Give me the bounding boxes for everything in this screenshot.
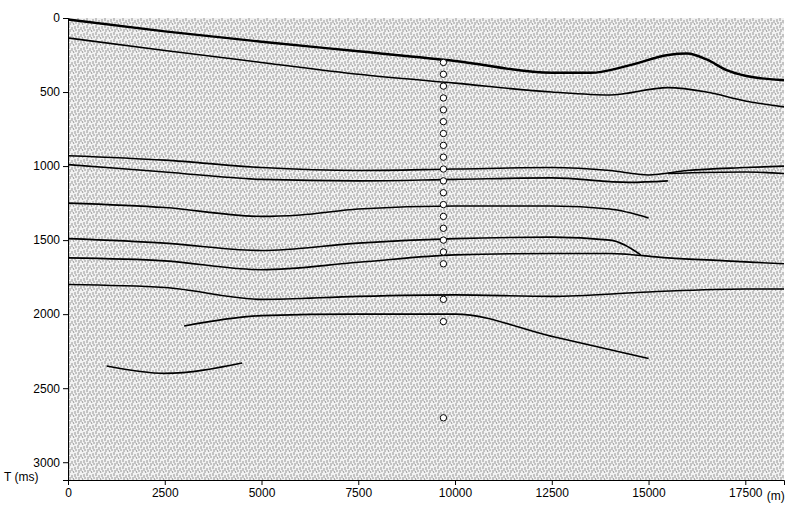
- x-tick: 2500: [152, 480, 179, 500]
- marker: [440, 201, 446, 207]
- marker: [440, 318, 446, 324]
- marker: [440, 166, 446, 172]
- y-tick: 1000: [33, 159, 68, 173]
- y-axis-title: T (ms): [4, 470, 38, 484]
- marker: [440, 154, 446, 160]
- x-tick: 17500: [729, 480, 763, 500]
- x-tick-mark: [552, 480, 553, 485]
- y-tick: 2500: [33, 382, 68, 396]
- marker: [440, 296, 446, 302]
- marker: [440, 107, 446, 113]
- marker: [440, 249, 446, 255]
- x-tick: 5000: [249, 480, 276, 500]
- y-tick: 0: [53, 11, 68, 25]
- y-tick-label: 500: [40, 85, 60, 99]
- marker: [440, 130, 446, 136]
- y-tick-label: 2500: [33, 382, 60, 396]
- reflector: [68, 165, 668, 183]
- x-tick-label: 17500: [729, 486, 763, 500]
- reflector: [184, 314, 648, 358]
- x-tick-mark: [649, 480, 650, 485]
- y-tick-mark: [63, 388, 68, 389]
- x-tick-mark: [745, 480, 746, 485]
- y-axis-line: [63, 19, 69, 481]
- x-tick-label: 2500: [152, 486, 179, 500]
- marker: [440, 95, 446, 101]
- x-tick-label: 10000: [439, 486, 473, 500]
- y-tick-label: 3000: [33, 456, 60, 470]
- x-tick: 10000: [439, 480, 473, 500]
- y-tick: 500: [40, 85, 68, 99]
- y-tick: 2000: [33, 307, 68, 321]
- x-tick: 7500: [345, 480, 372, 500]
- y-tick-label: 2000: [33, 307, 60, 321]
- marker: [440, 83, 446, 89]
- x-tick-mark: [262, 480, 263, 485]
- y-tick-label: 1500: [33, 233, 60, 247]
- chart: 0 2500 5000 7500 10000 12500 15000 17500 0 500 100…: [0, 0, 790, 513]
- reflector: [68, 285, 784, 300]
- reflector: [68, 19, 784, 80]
- reflector: [668, 172, 784, 173]
- x-axis-title: (m): [767, 489, 785, 503]
- marker: [440, 178, 446, 184]
- x-tick-label: 5000: [249, 486, 276, 500]
- reflector: [68, 253, 784, 269]
- y-tick-label: 0: [53, 11, 60, 25]
- marker: [440, 190, 446, 196]
- marker: [440, 415, 446, 421]
- y-tick-mark: [63, 92, 68, 93]
- marker: [440, 71, 446, 77]
- y-tick: 3000: [33, 456, 68, 470]
- marker: [440, 142, 446, 148]
- reflector: [68, 237, 641, 255]
- y-tick-mark: [63, 18, 68, 19]
- reflector: [68, 38, 784, 107]
- marker: [440, 237, 446, 243]
- x-tick: 15000: [632, 480, 666, 500]
- marker: [440, 59, 446, 65]
- marker: [440, 213, 446, 219]
- y-tick-mark: [63, 240, 68, 241]
- marker: [440, 261, 446, 267]
- plot: 0 2500 5000 7500 10000 12500 15000 17500 0 500 100…: [33, 11, 784, 499]
- y-tick-mark: [63, 462, 68, 463]
- reflectors: [68, 19, 784, 421]
- x-tick-label: 7500: [345, 486, 372, 500]
- marker: [440, 225, 446, 231]
- section-background: [68, 18, 784, 480]
- reflector: [68, 203, 649, 218]
- x-tick: 0: [65, 480, 72, 500]
- y-tick-label: 1000: [33, 159, 60, 173]
- y-tick-mark: [63, 314, 68, 315]
- y-axis: 0 500 1000 1500 2000 2500 3000: [33, 11, 68, 480]
- y-tick-mark: [63, 166, 68, 167]
- x-tick-mark: [358, 480, 359, 485]
- reflector: [107, 363, 242, 373]
- x-axis-line: [69, 481, 785, 486]
- x-tick-label: 12500: [536, 486, 570, 500]
- x-axis: 0 2500 5000 7500 10000 12500 15000 17500: [65, 480, 784, 500]
- x-tick-label: 15000: [632, 486, 666, 500]
- marker: [440, 118, 446, 124]
- y-tick: 1500: [33, 233, 68, 247]
- x-tick-mark: [455, 480, 456, 485]
- x-tick: 12500: [536, 480, 570, 500]
- x-tick-label: 0: [65, 486, 72, 500]
- x-tick-mark: [165, 480, 166, 485]
